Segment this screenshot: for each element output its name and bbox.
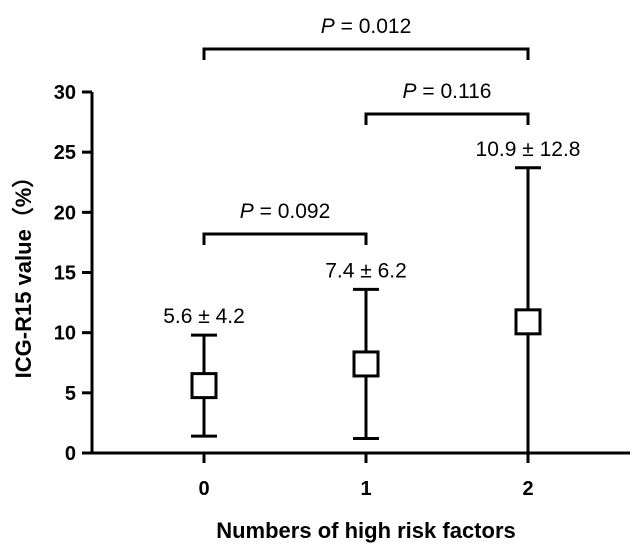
- significance-bracket: [202, 232, 368, 245]
- y-tick-label: 30: [54, 82, 76, 104]
- x-tick-label: 2: [522, 478, 533, 500]
- p-value-label: P = 0.092: [240, 200, 331, 223]
- y-tick-label: 20: [54, 202, 76, 224]
- p-symbol: P: [240, 200, 254, 223]
- p-value: = 0.116: [417, 80, 492, 103]
- y-tick-label: 25: [54, 142, 76, 164]
- p-value-label: P = 0.012: [321, 15, 412, 38]
- y-tick-label: 0: [65, 443, 76, 465]
- y-tick-label: 10: [54, 323, 76, 345]
- p-value: = 0.012: [335, 15, 411, 38]
- data-point: [514, 308, 542, 336]
- x-axis-title: Numbers of high risk factors: [216, 518, 516, 543]
- data-label: 7.4 ± 6.2: [325, 259, 407, 282]
- data-label: 10.9 ± 12.8: [476, 138, 581, 161]
- p-value: = 0.092: [254, 200, 330, 223]
- significance-bracket: [202, 47, 530, 60]
- data-point: [190, 372, 218, 400]
- p-symbol: P: [403, 80, 417, 103]
- y-tick-label: 15: [54, 263, 76, 285]
- p-value-label: P = 0.116: [403, 80, 492, 103]
- p-symbol: P: [321, 15, 335, 38]
- data-label: 5.6 ± 4.2: [163, 305, 245, 328]
- axes: 0 5 10 15 20 25 30 0 1 2: [54, 82, 630, 500]
- y-tick-label: 5: [65, 383, 76, 405]
- x-tick-label: 0: [198, 478, 209, 500]
- x-tick-label: 1: [360, 478, 371, 500]
- data-point: [352, 350, 380, 378]
- data-points: 5.6 ± 4.2 7.4 ± 6.2 10.9 ± 12.8: [163, 138, 580, 453]
- significance-bracket: [364, 112, 530, 125]
- y-axis-title: ICG-R15 value（%）: [11, 166, 36, 379]
